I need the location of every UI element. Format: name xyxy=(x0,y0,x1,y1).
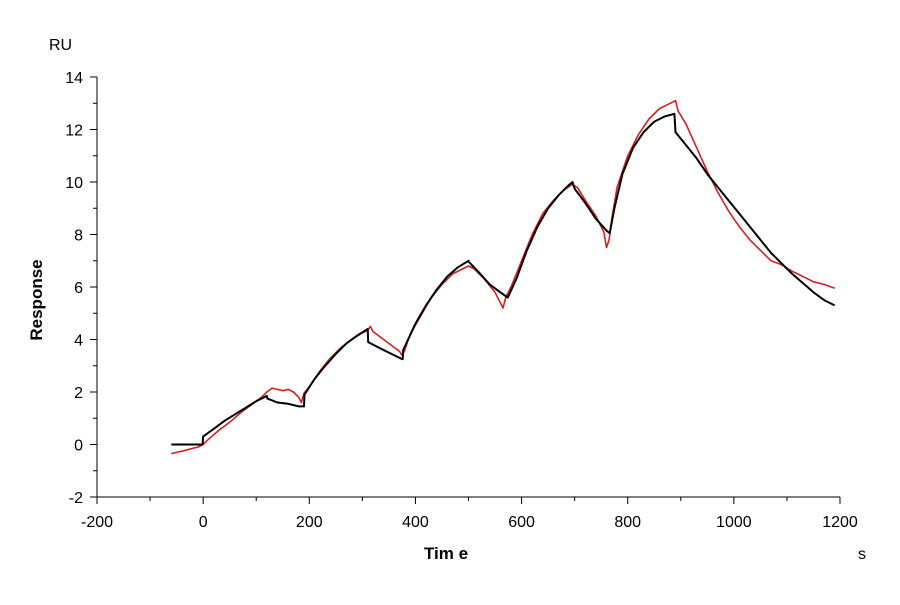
y-tick-label: 0 xyxy=(74,438,83,455)
x-tick-label: 0 xyxy=(199,514,208,531)
y-tick-label: 14 xyxy=(65,70,83,87)
x-axis-title: Tim e xyxy=(424,544,468,563)
x-tick-label: 400 xyxy=(402,514,429,531)
y-tick-label: 12 xyxy=(65,123,83,140)
y-unit-label: RU xyxy=(49,37,72,54)
x-tick-label: 1200 xyxy=(822,514,858,531)
y-axis-title: Response xyxy=(27,259,46,340)
y-tick-label: 6 xyxy=(74,280,83,297)
y-tick-label: 2 xyxy=(74,385,83,402)
x-unit-label: s xyxy=(858,546,866,563)
x-tick-label: 600 xyxy=(508,514,535,531)
y-tick-label: 10 xyxy=(65,175,83,192)
y-tick-label: -2 xyxy=(69,490,83,507)
fit-series-line xyxy=(171,112,836,446)
measured-series-line xyxy=(171,99,835,455)
series-lines xyxy=(171,99,836,455)
y-tick-label: 4 xyxy=(74,333,83,350)
x-tick-label: 200 xyxy=(296,514,323,531)
x-tick-label: 1000 xyxy=(716,514,752,531)
x-tick-label: 800 xyxy=(614,514,641,531)
x-tick-label: -200 xyxy=(81,514,113,531)
tick-labels: -2 0 2 4 6 8 10 12 14 -200 0 200 400 600 800 1000 1200 xyxy=(65,70,858,531)
y-tick-label: 8 xyxy=(74,228,83,245)
axes xyxy=(90,76,841,504)
